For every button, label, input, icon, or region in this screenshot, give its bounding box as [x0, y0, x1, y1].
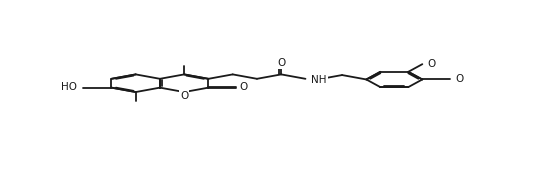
Text: O: O: [427, 59, 436, 69]
Text: NH: NH: [311, 75, 327, 85]
Text: O: O: [455, 74, 463, 84]
Text: O: O: [277, 58, 285, 68]
Text: O: O: [240, 82, 248, 92]
Text: O: O: [180, 91, 188, 101]
Text: HO: HO: [61, 82, 78, 92]
